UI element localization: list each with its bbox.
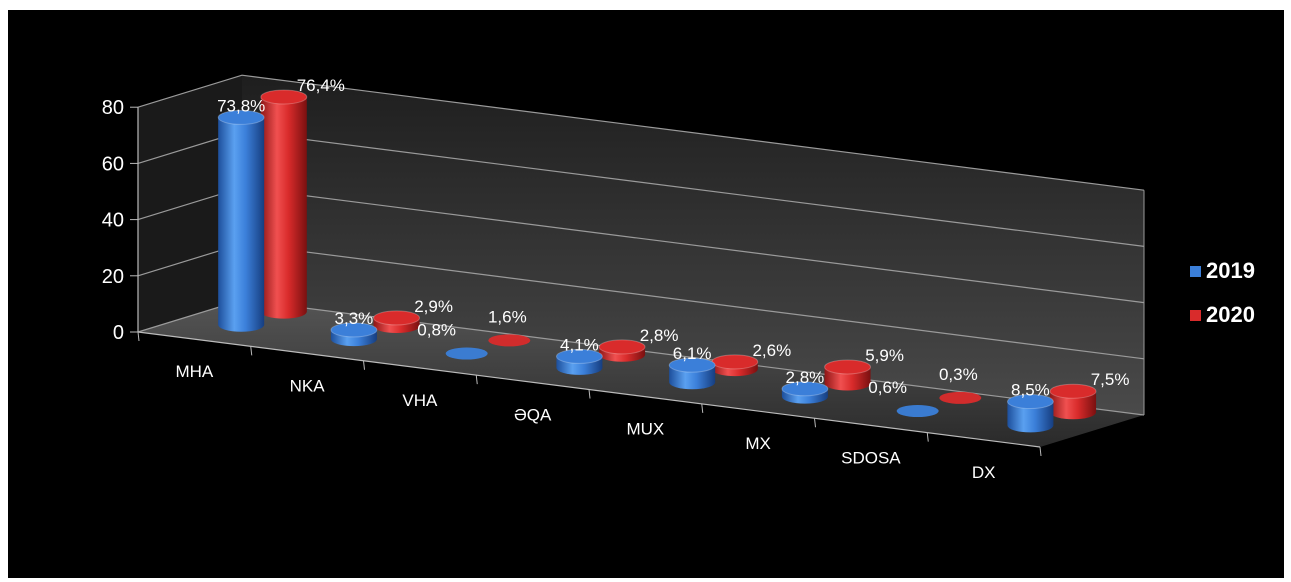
cylinder-body bbox=[218, 117, 265, 332]
cylinder-disc bbox=[896, 405, 939, 418]
x-tick-label: MX bbox=[745, 434, 771, 453]
bar-1-6 bbox=[939, 391, 982, 404]
bar-0-7 bbox=[1006, 394, 1054, 433]
data-label: 7,5% bbox=[1091, 370, 1130, 389]
bar-1-7 bbox=[1049, 383, 1097, 420]
data-label: 0,8% bbox=[417, 321, 456, 340]
cylinder-top bbox=[1006, 394, 1054, 410]
data-label: 2,8% bbox=[640, 326, 679, 345]
x-tick-mark bbox=[363, 360, 365, 370]
legend-label: 2019 bbox=[1206, 258, 1255, 283]
data-label: 6,1% bbox=[673, 344, 712, 363]
data-label: 2,8% bbox=[786, 368, 825, 387]
data-label: 0,3% bbox=[939, 365, 978, 384]
legend-label: 2020 bbox=[1206, 302, 1255, 327]
cylinder-body bbox=[260, 96, 307, 319]
cylinder-body bbox=[1007, 401, 1054, 433]
x-tick-mark bbox=[814, 418, 816, 428]
y-tick-label: 40 bbox=[102, 210, 124, 232]
bar-0-4 bbox=[668, 357, 716, 390]
bar-0-0 bbox=[217, 109, 265, 332]
data-label: 4,1% bbox=[560, 335, 599, 354]
gridline bbox=[137, 74, 1145, 191]
bar-1-2 bbox=[488, 334, 531, 347]
data-label: 2,9% bbox=[414, 297, 453, 316]
data-label: 0,6% bbox=[868, 378, 907, 397]
x-tick-label: DX bbox=[972, 463, 996, 482]
x-tick-label: MHA bbox=[175, 362, 213, 381]
cylinder-body bbox=[1050, 391, 1097, 420]
cylinder-top bbox=[373, 310, 421, 326]
x-tick-label: SDOSA bbox=[841, 448, 901, 467]
cylinder-top bbox=[260, 89, 308, 105]
cylinder-disc bbox=[488, 334, 531, 347]
data-label: 76,4% bbox=[297, 76, 345, 95]
x-tick-mark bbox=[475, 375, 478, 385]
cylinder-top bbox=[217, 109, 265, 125]
x-tick-label: ƏQA bbox=[514, 405, 552, 424]
bar-1-5 bbox=[824, 359, 872, 391]
cylinder-top bbox=[711, 354, 759, 370]
bar-1-0 bbox=[260, 89, 308, 319]
cylinder-top bbox=[1049, 383, 1097, 399]
y-tick-label: 80 bbox=[102, 97, 124, 119]
cylinder-top bbox=[598, 339, 646, 355]
y-axis: 0 20 40 60 80 bbox=[102, 97, 139, 344]
cylinder-top bbox=[781, 381, 829, 397]
data-label: 1,6% bbox=[488, 307, 527, 326]
y-tick-label: 20 bbox=[102, 266, 124, 288]
legend: 2019 2020 bbox=[1190, 258, 1255, 327]
cylinder-top bbox=[555, 348, 603, 364]
data-label: 8,5% bbox=[1011, 381, 1050, 400]
x-tick-mark bbox=[926, 432, 929, 442]
bars bbox=[217, 89, 1097, 433]
cylinder-disc bbox=[939, 391, 982, 404]
floor bbox=[138, 300, 1144, 447]
x-tick-mark bbox=[250, 346, 253, 356]
bar-0-1 bbox=[330, 322, 378, 347]
x-tick-mark bbox=[588, 389, 591, 399]
x-axis: MHA NKA VHA ƏQA MUX MX SDOSA DX bbox=[137, 331, 1042, 482]
cylinder-bar-chart: 0 20 40 60 80 MHA NKA VHA ƏQA MUX MX SDOSA DX 76,4%… bbox=[102, 74, 1255, 482]
x-tick-label: MUX bbox=[626, 420, 664, 439]
bar-0-3 bbox=[555, 348, 603, 375]
cylinder-disc bbox=[445, 347, 488, 360]
data-label: 73,8% bbox=[217, 96, 265, 115]
cylinder-top bbox=[668, 357, 716, 373]
bar-1-4 bbox=[711, 354, 759, 377]
bar-0-6 bbox=[896, 405, 939, 418]
x-tick-mark bbox=[701, 403, 704, 413]
bar-0-2 bbox=[445, 347, 488, 360]
y-tick-label: 0 bbox=[113, 322, 124, 344]
data-label: 3,3% bbox=[335, 309, 374, 328]
legend-swatch-2020 bbox=[1190, 310, 1201, 321]
bar-0-5 bbox=[781, 381, 829, 404]
bar-1-1 bbox=[373, 310, 421, 334]
data-label: 5,9% bbox=[865, 346, 904, 365]
data-label: 2,6% bbox=[752, 341, 791, 360]
chart-area: 0 20 40 60 80 MHA NKA VHA ƏQA MUX MX SDOSA DX 76,4%… bbox=[8, 10, 1284, 578]
bar-1-3 bbox=[598, 339, 646, 362]
x-tick-label: NKA bbox=[290, 377, 326, 396]
x-tick-mark bbox=[1039, 446, 1042, 457]
cylinder-top bbox=[330, 322, 378, 338]
cylinder-top bbox=[824, 359, 872, 375]
y-tick-label: 60 bbox=[102, 153, 124, 175]
x-tick-mark bbox=[137, 331, 140, 342]
data-labels: 76,4% 2,9% 1,6% 2,8% 2,6% 5,9% 0,3% 7,5% 73,8% 3,… bbox=[217, 76, 1129, 400]
legend-swatch-2019 bbox=[1190, 266, 1201, 277]
x-tick-label: VHA bbox=[402, 391, 438, 410]
